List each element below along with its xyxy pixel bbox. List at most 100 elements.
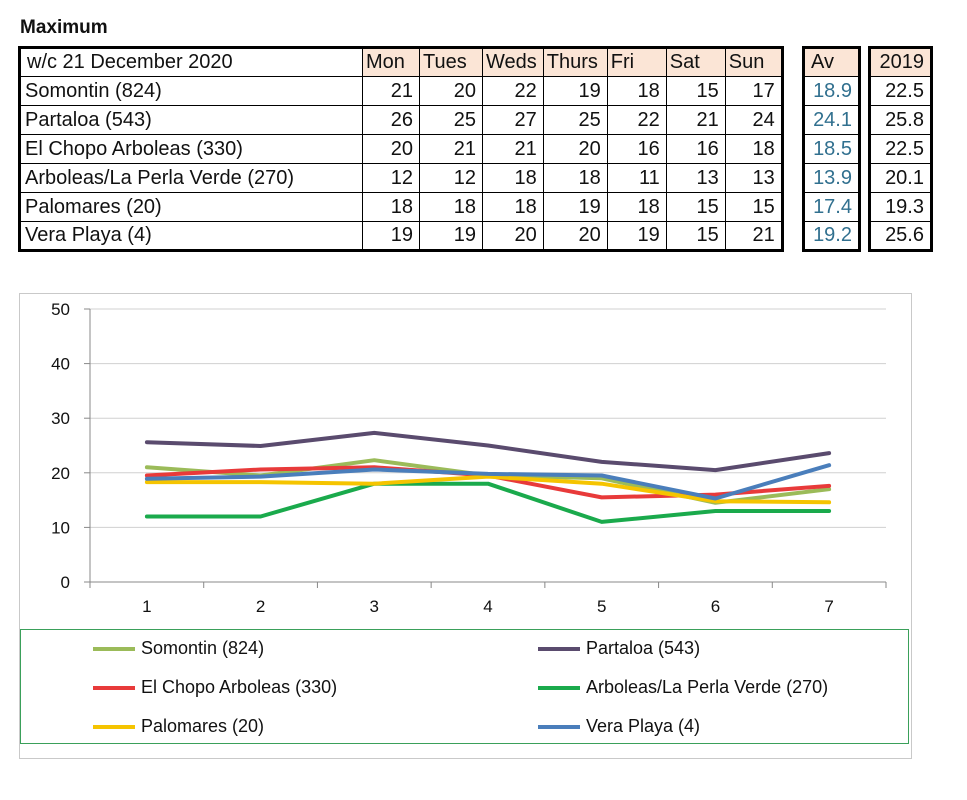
series-line-vera-playa-4 — [144, 463, 832, 501]
series-line-partaloa-543 — [144, 430, 832, 473]
legend-item: Vera Playa (4) — [538, 716, 700, 737]
row-label: El Chopo Arboleas (330) — [19, 134, 363, 164]
page-title: Maximum — [20, 17, 108, 38]
col-header-2019: 2019 — [869, 47, 932, 77]
y-tick-label: 20 — [51, 464, 70, 483]
table-row: Somontin (824) 21 20 22 19 18 15 17 — [19, 76, 783, 106]
cell-value: 19 — [362, 221, 420, 251]
legend-label: El Chopo Arboleas (330) — [141, 677, 338, 697]
cell-value: 13 — [665, 163, 726, 193]
cell-value: 15 — [665, 192, 726, 222]
x-tick-label: 5 — [597, 597, 606, 616]
cell-value: 18 — [482, 192, 544, 222]
table-row: 25.6 — [869, 221, 932, 251]
x-tick-label: 3 — [370, 597, 379, 616]
table-row: Palomares (20) 18 18 18 19 18 15 15 — [19, 192, 783, 222]
previous-year-value: 25.6 — [869, 221, 932, 251]
y-tick-label: 50 — [51, 300, 70, 319]
cell-value: 21 — [724, 221, 783, 251]
table-row: 17.4 — [803, 192, 860, 222]
cell-value: 22 — [606, 105, 667, 135]
row-label: Partaloa (543) — [19, 105, 363, 135]
table-row: 24.1 — [803, 105, 860, 135]
cell-value: 18 — [606, 192, 667, 222]
x-tick-label: 7 — [824, 597, 833, 616]
legend-swatch — [538, 646, 580, 651]
cell-value: 15 — [665, 221, 726, 251]
table-row: Partaloa (543) 26 25 27 25 22 21 24 — [19, 105, 783, 135]
cell-value: 24 — [724, 105, 783, 135]
previous-year-value: 22.5 — [869, 134, 932, 164]
cell-value: 19 — [606, 221, 667, 251]
table-row: 19.3 — [869, 192, 932, 222]
average-table: Av 18.9 24.1 18.5 13.9 17.4 19.2 — [802, 46, 861, 252]
cell-value: 20 — [419, 76, 483, 106]
legend-item: Arboleas/La Perla Verde (270) — [538, 677, 828, 698]
legend-swatch — [538, 685, 580, 690]
average-value: 18.9 — [803, 76, 860, 106]
x-tick-label: 6 — [711, 597, 720, 616]
cell-value: 13 — [724, 163, 783, 193]
cell-value: 21 — [665, 105, 726, 135]
cell-value: 18 — [362, 192, 420, 222]
previous-year-value: 20.1 — [869, 163, 932, 193]
legend-label: Arboleas/La Perla Verde (270) — [586, 677, 829, 697]
table-row: 19.2 — [803, 221, 860, 251]
cell-value: 20 — [542, 134, 608, 164]
table-header-row: w/c 21 December 2020 Mon Tues Weds Thurs… — [19, 47, 783, 77]
cell-value: 25 — [542, 105, 608, 135]
col-header-thurs: Thurs — [542, 47, 608, 77]
table-row: 18.5 — [803, 134, 860, 164]
cell-value: 27 — [482, 105, 544, 135]
cell-value: 21 — [482, 134, 544, 164]
legend-item: Palomares (20) — [93, 716, 264, 737]
row-label: Vera Playa (4) — [19, 221, 363, 251]
cell-value: 15 — [665, 76, 726, 106]
previous-year-table: 2019 22.5 25.8 22.5 20.1 19.3 25.6 — [868, 46, 933, 252]
legend-swatch — [93, 685, 135, 690]
table-row: 22.5 — [869, 76, 932, 106]
cell-value: 16 — [606, 134, 667, 164]
col-header-sat: Sat — [665, 47, 726, 77]
cell-value: 18 — [724, 134, 783, 164]
legend-swatch — [93, 724, 135, 729]
cell-value: 19 — [542, 76, 608, 106]
chart-area: 0 10 20 30 40 50 1 2 3 4 5 6 7 — [19, 293, 912, 759]
cell-value: 17 — [724, 76, 783, 106]
legend-swatch — [93, 646, 135, 651]
cell-value: 12 — [362, 163, 420, 193]
table-row: 25.8 — [869, 105, 932, 135]
week-label: w/c 21 December 2020 — [19, 47, 363, 77]
average-value: 24.1 — [803, 105, 860, 135]
y-tick-label: 40 — [51, 355, 70, 374]
col-header-av: Av — [803, 47, 860, 77]
legend-label: Vera Playa (4) — [586, 716, 701, 736]
x-tick-label: 4 — [483, 597, 492, 616]
cell-value: 16 — [665, 134, 726, 164]
col-header-tues: Tues — [419, 47, 483, 77]
cell-value: 19 — [542, 192, 608, 222]
cell-value: 18 — [419, 192, 483, 222]
table-row: Arboleas/La Perla Verde (270) 12 12 18 1… — [19, 163, 783, 193]
row-label: Palomares (20) — [19, 192, 363, 222]
legend-label: Somontin (824) — [141, 638, 265, 658]
cell-value: 25 — [419, 105, 483, 135]
y-tick-label: 30 — [51, 409, 70, 428]
table-row: 22.5 — [869, 134, 932, 164]
table-row: El Chopo Arboleas (330) 20 21 21 20 16 1… — [19, 134, 783, 164]
table-row: 13.9 — [803, 163, 860, 193]
cell-value: 12 — [419, 163, 483, 193]
table-row: 18.9 — [803, 76, 860, 106]
cell-value: 20 — [482, 221, 544, 251]
col-header-mon: Mon — [362, 47, 420, 77]
x-tick-label: 2 — [256, 597, 265, 616]
previous-year-value: 25.8 — [869, 105, 932, 135]
cell-value: 19 — [419, 221, 483, 251]
cell-value: 15 — [724, 192, 783, 222]
col-header-weds: Weds — [482, 47, 544, 77]
cell-value: 22 — [482, 76, 544, 106]
table-header-row: Av — [803, 47, 860, 77]
col-header-fri: Fri — [606, 47, 667, 77]
line-chart: 0 10 20 30 40 50 1 2 3 4 5 6 7 — [51, 300, 887, 616]
cell-value: 18 — [482, 163, 544, 193]
